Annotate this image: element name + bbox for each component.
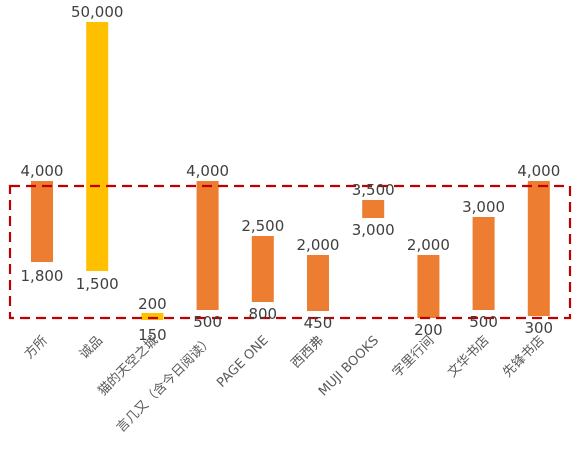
bar-9 [472, 217, 495, 310]
low-label-8: 200 [414, 321, 443, 339]
low-label-3: 150 [138, 326, 167, 344]
high-label-10: 4,000 [517, 162, 560, 180]
category-label-6: 西西弗 [289, 333, 327, 371]
category-label-1: 方所 [21, 333, 51, 363]
low-label-4: 500 [193, 313, 222, 331]
bar-3 [141, 313, 164, 320]
category-label-2: 诚品 [77, 333, 106, 362]
bar-10 [527, 181, 550, 316]
high-label-5: 2,500 [241, 217, 284, 235]
bar-2 [86, 22, 109, 271]
bar-8 [417, 255, 440, 318]
low-label-2: 1,500 [76, 275, 119, 293]
category-label-4: 言几又（含今日阅读） [113, 333, 216, 436]
low-label-6: 450 [304, 314, 333, 332]
high-label-4: 4,000 [186, 162, 229, 180]
category-label-9: 文华书店 [445, 333, 492, 380]
high-label-8: 2,000 [407, 236, 450, 254]
bar-5 [251, 236, 274, 302]
bar-1 [31, 181, 53, 262]
category-label-8: 字里行间 [390, 333, 437, 380]
high-label-9: 3,000 [462, 198, 505, 216]
low-label-5: 800 [248, 305, 277, 323]
bars-layer [31, 22, 550, 320]
high-label-2: 50,000 [71, 3, 124, 21]
highlight-box [8, 184, 572, 320]
high-label-3: 200 [138, 295, 167, 313]
high-label-1: 4,000 [21, 162, 64, 180]
high-label-7: 3,500 [352, 181, 395, 199]
value-labels-layer: 4,000 1,800 50,000 1,500 200 150 4,000 500 2,500… [21, 3, 561, 344]
low-label-1: 1,800 [21, 267, 64, 285]
category-label-5: PAGE ONE [214, 333, 271, 390]
high-label-6: 2,000 [297, 236, 340, 254]
bar-7 [362, 200, 385, 218]
low-label-9: 500 [469, 313, 498, 331]
low-label-10: 300 [524, 319, 553, 337]
bar-4 [196, 181, 219, 310]
bar-6 [307, 255, 329, 311]
category-label-10: 先锋书店 [500, 333, 547, 380]
low-label-7: 3,000 [352, 221, 395, 239]
